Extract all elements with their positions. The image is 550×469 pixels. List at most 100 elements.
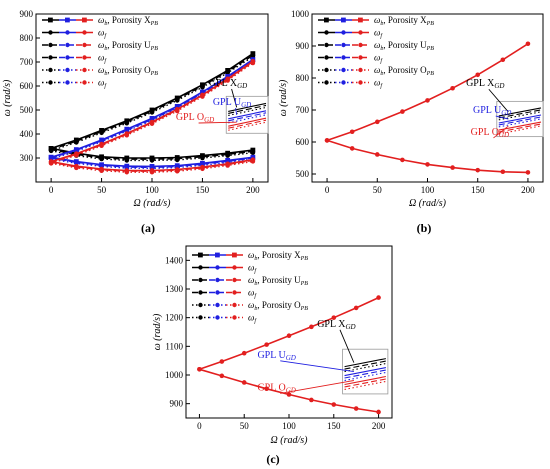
x-tick-label: 0 — [49, 185, 54, 195]
chart-panel-2: 0 50 100 150 200 500 600 700 800 900 1000 Ω (rad/s)… — [278, 9, 544, 235]
data-point — [48, 148, 54, 154]
inset-line — [228, 114, 267, 124]
annotation-label: GPL UGD — [213, 97, 251, 109]
data-point — [500, 169, 506, 175]
legend-label: ωf — [248, 263, 257, 275]
x-tick-label: 200 — [372, 421, 386, 431]
legend-marker — [232, 315, 237, 320]
legend-label: ωb, Porosity OPB — [98, 65, 158, 77]
data-point — [225, 78, 230, 83]
data-point — [331, 315, 337, 320]
data-point — [225, 163, 230, 168]
data-point — [349, 146, 355, 151]
series-line-black-dot — [50, 150, 253, 162]
data-point — [225, 70, 230, 76]
data-point — [99, 130, 104, 136]
inset-line — [344, 369, 386, 379]
annotation-label: GPL OGD — [257, 382, 295, 394]
data-point — [425, 98, 430, 103]
legend-marker — [65, 67, 70, 73]
annotation-label: GPL OGD — [176, 112, 214, 124]
legend-label: ωf — [98, 78, 107, 90]
annotation-label: GPL XGD — [466, 78, 504, 90]
inset-line — [498, 111, 542, 121]
data-point — [400, 157, 405, 163]
legend-marker — [358, 17, 363, 23]
legend-marker — [358, 80, 363, 85]
legend-label: ωf — [374, 28, 383, 40]
legend-marker — [324, 67, 329, 73]
legend-marker — [82, 55, 87, 60]
data-point — [353, 305, 359, 311]
y-tick-label: 800 — [20, 33, 34, 43]
x-tick-label: 150 — [196, 185, 210, 195]
inset-line — [498, 118, 542, 128]
inset-line — [344, 358, 386, 368]
data-point — [48, 160, 54, 166]
legend-marker — [82, 42, 87, 48]
legend-marker — [82, 80, 87, 85]
legend-marker — [232, 290, 237, 295]
y-tick-label: 500 — [296, 169, 310, 179]
x-tick-label: 0 — [325, 185, 330, 195]
legend-marker — [198, 265, 203, 270]
data-point — [525, 41, 531, 47]
y-tick-label: 1300 — [165, 284, 184, 294]
inset-line — [344, 360, 386, 370]
data-point — [149, 158, 155, 163]
legend-marker — [48, 30, 53, 35]
legend-marker — [324, 17, 329, 23]
legend-marker — [215, 252, 220, 258]
legend-marker — [48, 67, 53, 73]
x-tick-label: 100 — [421, 185, 435, 195]
annotation-label: GPL OGD — [471, 127, 509, 139]
legend-marker — [324, 42, 329, 48]
inset-line — [498, 109, 542, 119]
data-point — [149, 121, 155, 126]
data-point — [149, 110, 155, 115]
legend-marker — [324, 55, 329, 60]
annotation-label: GPL XGD — [317, 319, 355, 331]
y-tick-label: 700 — [296, 105, 310, 115]
legend-label: ωb, Porosity OPB — [248, 300, 308, 312]
data-point — [74, 140, 79, 145]
legend-marker — [324, 30, 329, 35]
data-point — [250, 150, 256, 156]
chart-panel-3: 0 50 100 150 200 900 1000 1100 1200 1300 1400 Ω (ra… — [152, 245, 393, 466]
y-tick-label: 800 — [296, 73, 310, 83]
data-point — [74, 165, 79, 171]
data-point — [200, 84, 205, 90]
legend-marker — [198, 302, 203, 308]
inset-line — [228, 117, 267, 127]
x-tick-label: 150 — [327, 421, 341, 431]
data-point — [353, 406, 359, 411]
panel-label: (b) — [417, 221, 432, 235]
y-tick-label: 900 — [296, 41, 310, 51]
chart-panel-1: 0 50 100 150 200 300 400 500 600 700 800 900 Ω (rad/… — [2, 9, 269, 235]
inset-line — [498, 116, 542, 126]
inset-line — [228, 104, 267, 114]
annotation-label: GPL UGD — [473, 105, 511, 117]
data-point — [475, 72, 481, 78]
inset-line — [228, 112, 267, 122]
data-point — [264, 342, 269, 347]
x-tick-label: 100 — [145, 185, 159, 195]
annotation-arrow — [495, 115, 509, 120]
legend-label: ωf — [248, 313, 257, 325]
legend-marker — [232, 277, 237, 283]
legend-marker — [65, 30, 70, 35]
data-point — [124, 169, 130, 175]
x-tick-label: 200 — [246, 185, 260, 195]
data-point — [309, 324, 314, 330]
legend-marker — [232, 265, 237, 270]
y-axis-label: ω (rad/s) — [152, 313, 163, 350]
y-tick-label: 1000 — [165, 370, 184, 380]
data-point — [500, 57, 506, 63]
data-point — [324, 138, 330, 143]
inset-line — [498, 107, 542, 117]
inset-line — [498, 123, 542, 133]
zoom-inset — [342, 348, 389, 395]
legend-marker — [358, 55, 363, 60]
